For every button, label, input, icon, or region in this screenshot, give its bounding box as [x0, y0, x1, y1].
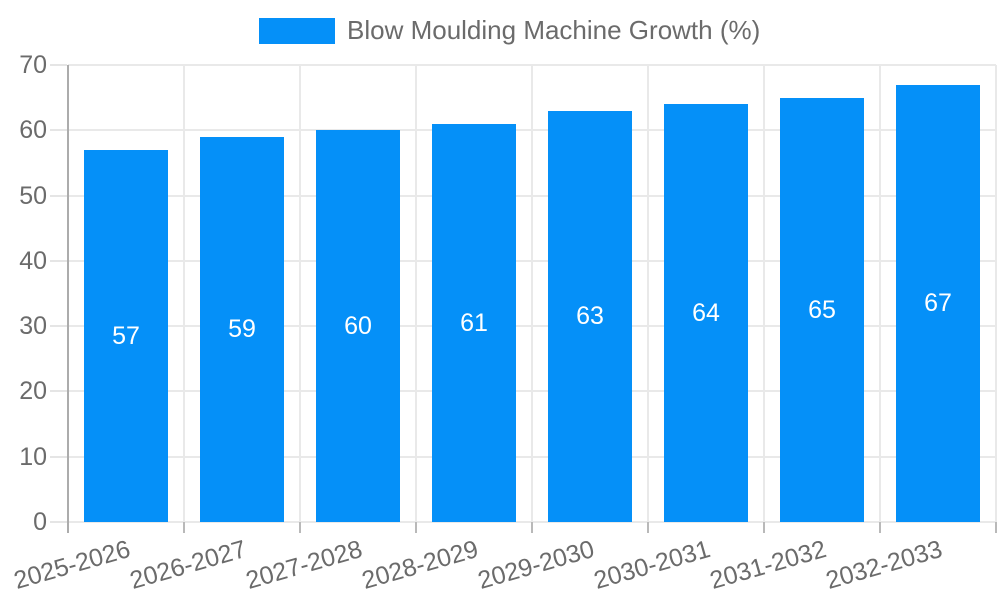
x-axis-tick — [415, 522, 417, 533]
x-axis-tick — [647, 522, 649, 533]
gridline-vertical — [299, 65, 301, 522]
bar — [316, 130, 400, 522]
y-axis-tick — [50, 390, 67, 393]
y-axis-tick — [50, 455, 67, 458]
bar — [896, 84, 980, 522]
y-tick-label: 60 — [19, 116, 47, 145]
legend-label: Blow Moulding Machine Growth (%) — [347, 15, 761, 45]
bar-value-label: 57 — [112, 321, 140, 350]
bar — [780, 97, 864, 522]
x-axis-tick — [299, 522, 301, 533]
gridline-vertical — [879, 65, 881, 522]
bar-value-label: 60 — [344, 312, 372, 341]
gridline-vertical — [995, 65, 997, 522]
bar-value-label: 65 — [808, 295, 836, 324]
y-tick-label: 70 — [19, 51, 47, 79]
y-axis-line — [67, 65, 69, 533]
bar — [664, 104, 748, 522]
y-tick-label: 20 — [19, 377, 47, 406]
gridline-vertical — [647, 65, 649, 522]
y-tick-label: 10 — [19, 442, 47, 471]
bar — [84, 149, 168, 522]
bar-value-label: 64 — [692, 299, 720, 328]
y-tick-label: 50 — [19, 181, 47, 210]
y-tick-label: 0 — [33, 508, 47, 536]
gridline-vertical — [415, 65, 417, 522]
y-axis-tick — [50, 64, 67, 66]
y-axis-tick — [50, 259, 67, 262]
bar — [432, 123, 516, 522]
bar — [200, 136, 284, 522]
bar-value-label: 63 — [576, 302, 604, 331]
y-axis-tick — [50, 194, 67, 197]
legend-swatch — [259, 17, 335, 44]
y-axis-tick — [50, 521, 67, 523]
bar-value-label: 59 — [228, 315, 256, 344]
y-axis-tick — [50, 325, 67, 328]
x-axis-tick — [995, 522, 997, 533]
gridline-vertical — [183, 65, 185, 522]
x-axis-tick — [531, 522, 533, 533]
x-axis-tick — [879, 522, 881, 533]
y-axis-tick — [50, 129, 67, 132]
bar-value-label: 61 — [460, 308, 488, 337]
gridline-vertical — [531, 65, 533, 522]
chart-legend-item[interactable]: Blow Moulding Machine Growth (%) — [259, 17, 760, 44]
gridline-vertical — [763, 65, 765, 522]
bar — [548, 110, 632, 522]
bar-value-label: 67 — [924, 289, 952, 318]
x-axis-tick — [763, 522, 765, 533]
x-axis-tick — [183, 522, 185, 533]
y-tick-label: 30 — [19, 312, 47, 341]
y-tick-label: 40 — [19, 246, 47, 275]
